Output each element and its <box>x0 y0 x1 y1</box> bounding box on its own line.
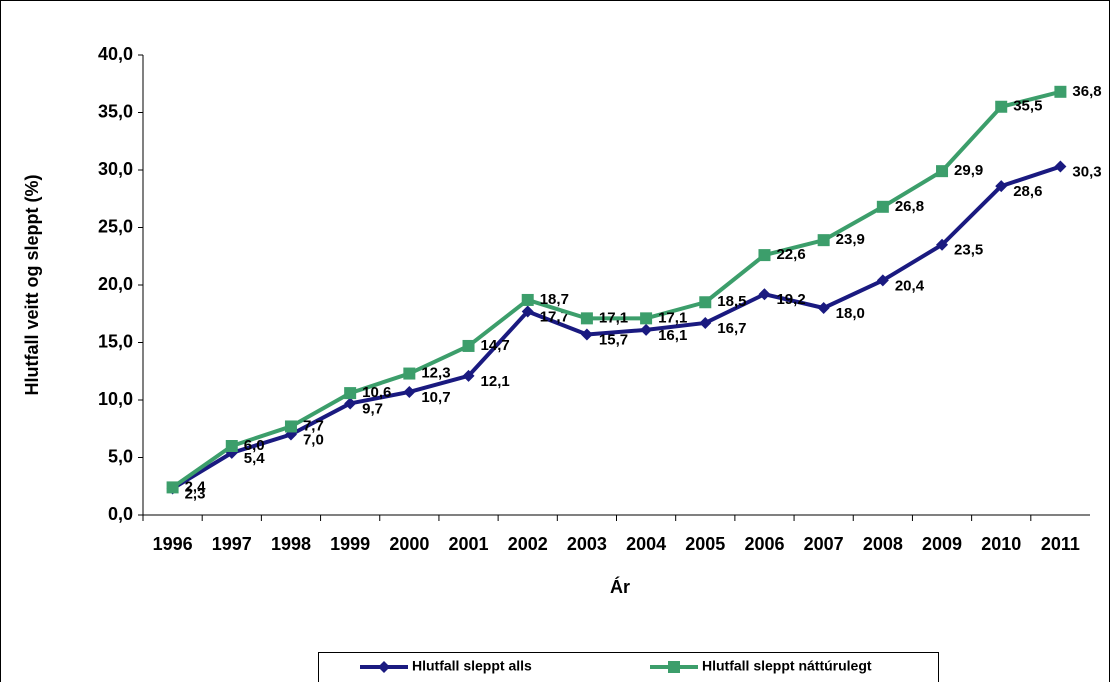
x-tick-label: 2006 <box>744 534 784 554</box>
series-line <box>171 89 1061 490</box>
data-point <box>284 420 297 433</box>
data-label: 18,5 <box>717 293 746 310</box>
data-point <box>876 200 889 213</box>
y-tick-label: 0,0 <box>108 504 133 524</box>
y-tick-label: 35,0 <box>98 101 133 121</box>
x-tick-label: 2008 <box>863 534 903 554</box>
x-axis-title: Ár <box>610 576 630 597</box>
data-label: 17,1 <box>599 309 628 326</box>
x-tick-label: 2000 <box>389 534 429 554</box>
x-tick-label: 2001 <box>449 534 489 554</box>
data-point <box>817 234 830 247</box>
data-point <box>403 385 416 398</box>
data-label: 2,3 <box>185 486 206 503</box>
legend-label: Hlutfall sleppt alls <box>412 658 532 674</box>
y-tick-label: 30,0 <box>98 159 133 179</box>
data-label: 10,7 <box>421 389 450 406</box>
data-label: 5,4 <box>244 450 266 467</box>
data-label: 18,7 <box>540 291 569 308</box>
data-label: 30,3 <box>1072 164 1101 181</box>
y-tick-label: 20,0 <box>98 274 133 294</box>
data-point <box>521 305 534 318</box>
x-tick-label: 2010 <box>981 534 1021 554</box>
data-point <box>344 397 357 410</box>
data-label: 20,4 <box>895 277 925 294</box>
data-point <box>876 274 889 287</box>
x-tick-label: 1999 <box>330 534 370 554</box>
x-tick-label: 2005 <box>685 534 725 554</box>
data-point <box>462 339 475 352</box>
data-point <box>995 180 1008 193</box>
data-point <box>166 481 179 494</box>
data-label: 17,7 <box>540 308 569 325</box>
data-label: 6,0 <box>244 437 265 454</box>
legend <box>318 652 939 682</box>
data-point <box>936 238 949 251</box>
x-tick-label: 2004 <box>626 534 666 554</box>
legend-marker <box>378 661 390 673</box>
data-label: 22,6 <box>776 246 805 263</box>
data-label: 14,7 <box>481 337 510 354</box>
data-point <box>1054 160 1067 173</box>
data-point <box>640 323 653 336</box>
data-point <box>403 367 416 380</box>
data-label: 9,7 <box>362 400 383 417</box>
data-label: 7,7 <box>303 417 324 434</box>
y-tick-label: 5,0 <box>108 446 133 466</box>
data-label: 29,9 <box>954 162 983 179</box>
data-point <box>580 328 593 341</box>
data-point <box>344 387 357 400</box>
legend-marker <box>668 661 680 673</box>
data-point <box>758 288 771 301</box>
y-axis-title: Hlutfall veitt og sleppt (%) <box>22 174 42 395</box>
legend-label: Hlutfall sleppt náttúrulegt <box>702 658 872 674</box>
data-label: 17,1 <box>658 309 687 326</box>
data-label: 18,0 <box>836 305 865 322</box>
data-label: 10,6 <box>362 384 391 401</box>
data-point <box>580 312 593 325</box>
x-tick-label: 2003 <box>567 534 607 554</box>
x-tick-label: 2007 <box>804 534 844 554</box>
x-tick-label: 2002 <box>508 534 548 554</box>
y-tick-label: 15,0 <box>98 331 133 351</box>
series-line <box>171 164 1062 491</box>
data-point <box>521 293 534 306</box>
data-point <box>225 440 238 452</box>
data-label: 15,7 <box>599 331 628 348</box>
x-tick-label: 2009 <box>922 534 962 554</box>
data-label: 28,6 <box>1013 183 1042 200</box>
data-label: 35,5 <box>1013 98 1042 115</box>
data-point <box>936 165 949 178</box>
data-point <box>817 302 830 314</box>
data-label: 16,7 <box>717 320 746 337</box>
x-tick-label: 1997 <box>212 534 252 554</box>
data-label: 7,0 <box>303 431 324 448</box>
data-point <box>640 312 653 325</box>
data-label: 23,9 <box>836 231 865 248</box>
data-label: 26,8 <box>895 198 924 215</box>
x-tick-label: 1996 <box>153 534 193 554</box>
data-label: 2,4 <box>185 478 207 495</box>
data-label: 36,8 <box>1072 83 1101 100</box>
data-label: 19,2 <box>776 291 805 308</box>
data-label: 16,1 <box>658 327 687 344</box>
y-tick-label: 25,0 <box>98 216 133 236</box>
data-label: 23,5 <box>954 242 983 259</box>
x-tick-label: 1998 <box>271 534 311 554</box>
data-point <box>699 316 712 329</box>
data-point <box>699 296 712 309</box>
x-tick-label: 2011 <box>1041 534 1080 554</box>
data-point <box>758 249 771 262</box>
y-tick-label: 40,0 <box>98 44 133 64</box>
y-tick-label: 10,0 <box>98 389 133 409</box>
data-point <box>995 100 1008 113</box>
data-point <box>1054 85 1067 98</box>
data-point <box>462 369 475 382</box>
data-label: 12,3 <box>421 365 450 382</box>
data-label: 12,1 <box>481 373 510 390</box>
